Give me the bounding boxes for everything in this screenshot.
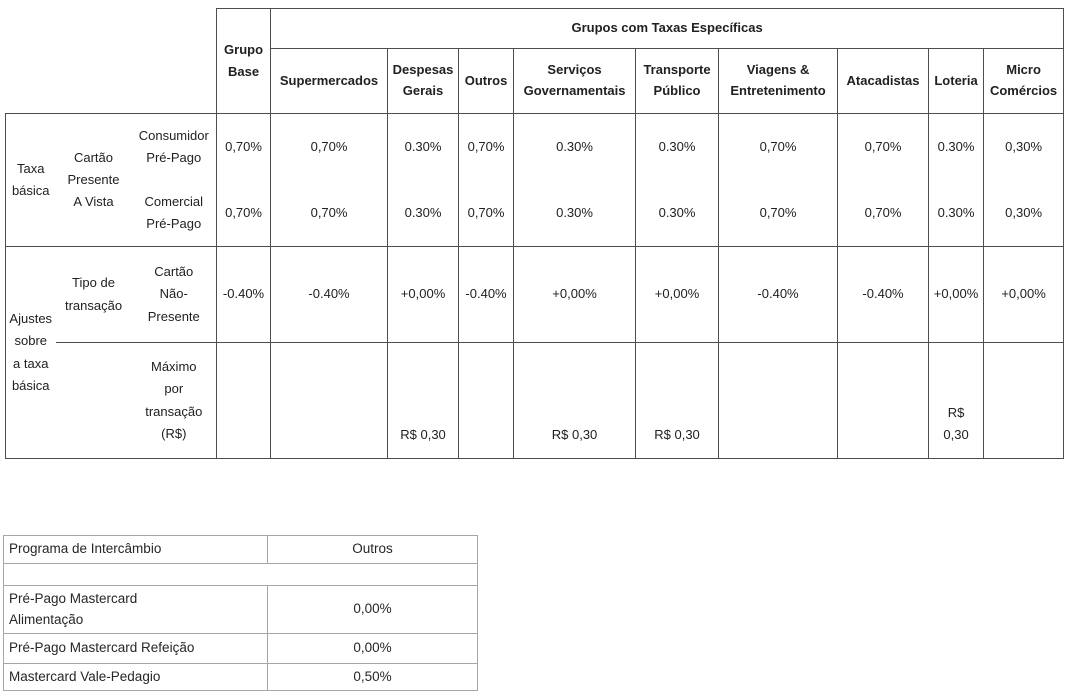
row-label-maximo-transacao: Máximo por transação (R$) (131, 342, 218, 459)
col-header-despesas-gerais: Despesas Gerais (387, 48, 460, 114)
cell-comercial-micro: 0,30% (983, 179, 1065, 247)
program-col-header: Programa de Intercâmbio (3, 535, 268, 564)
row-group-taxa-basica: Taxa básica (5, 113, 56, 247)
row-label-consumidor-pre-pago: Consumidor Pré-Pago (131, 113, 218, 180)
row-label-cartao-nao-presente: Cartão Não- Presente (131, 246, 218, 343)
cell-consumidor-grupo-base: 0,70% (216, 113, 272, 180)
cell-consumidor-micro: 0,30% (983, 113, 1065, 180)
row-label-comercial-pre-pago: Comercial Pré-Pago (131, 179, 218, 247)
cell-comercial-atacadistas: 0,70% (837, 179, 930, 247)
main-rate-table: Grupo Base Grupos com Taxas Específicas … (5, 8, 1065, 459)
cell-maximo-grupo-base (216, 342, 272, 459)
cell-comercial-transporte: 0.30% (635, 179, 720, 247)
cell-naopresente-transporte: +0,00% (635, 246, 720, 343)
cell-consumidor-loteria: 0.30% (928, 113, 985, 180)
row-group-ajustes: Ajustes sobre a taxa básica (5, 246, 56, 459)
col-header-outros: Outros (458, 48, 515, 114)
cell-consumidor-outros: 0,70% (458, 113, 515, 180)
cell-naopresente-micro: +0,00% (983, 246, 1065, 343)
cell-comercial-servicos-gov: 0.30% (513, 179, 637, 247)
cell-consumidor-despesas-gerais: 0.30% (387, 113, 460, 180)
cell-comercial-outros: 0,70% (458, 179, 515, 247)
cell-maximo-atacadistas (837, 342, 930, 459)
program-name-refeicao: Pré-Pago Mastercard Refeição (3, 633, 268, 664)
program-value-vale-pedagio: 0,50% (267, 663, 478, 691)
corner-spacer (6, 9, 217, 114)
cell-maximo-supermercados (270, 342, 389, 459)
cell-consumidor-transporte: 0.30% (635, 113, 720, 180)
cell-maximo-servicos-gov: R$ 0,30 (513, 342, 637, 459)
cell-comercial-grupo-base: 0,70% (216, 179, 272, 247)
cell-consumidor-servicos-gov: 0.30% (513, 113, 637, 180)
cell-maximo-outros (458, 342, 515, 459)
cell-naopresente-supermercados: -0.40% (270, 246, 389, 343)
cell-comercial-supermercados: 0,70% (270, 179, 389, 247)
cell-maximo-despesas-gerais: R$ 0,30 (387, 342, 460, 459)
cell-naopresente-grupo-base: -0.40% (216, 246, 272, 343)
cell-consumidor-supermercados: 0,70% (270, 113, 389, 180)
cell-naopresente-atacadistas: -0.40% (837, 246, 930, 343)
col-header-viagens-entretenimento: Viagens & Entretenimento (718, 48, 839, 114)
empty-spacer-row (3, 563, 478, 586)
col-header-loteria: Loteria (928, 48, 985, 114)
cell-naopresente-outros: -0.40% (458, 246, 515, 343)
cell-consumidor-atacadistas: 0,70% (837, 113, 930, 180)
cell-comercial-loteria: 0.30% (928, 179, 985, 247)
program-name-vale-pedagio: Mastercard Vale-Pedagio (3, 663, 268, 691)
row-group-tipo-transacao-spacer (55, 342, 132, 459)
col-header-transporte-publico: Transporte Público (635, 48, 720, 114)
grupos-especificas-header: Grupos com Taxas Específicas (270, 8, 1065, 49)
program-value-alimentacao: 0,00% (267, 585, 478, 634)
grupo-base-header: Grupo Base (216, 8, 272, 114)
cell-naopresente-despesas-gerais: +0,00% (387, 246, 460, 343)
row-group-tipo-transacao: Tipo de transação (55, 246, 132, 343)
cell-maximo-loteria: R$ 0,30 (928, 342, 985, 459)
col-header-supermercados: Supermercados (270, 48, 389, 114)
program-value-refeicao: 0,00% (267, 633, 478, 664)
intercambio-program-table: Programa de Intercâmbio Outros Pré-Pago … (3, 535, 478, 691)
cell-maximo-micro (983, 342, 1065, 459)
cell-consumidor-viagens: 0,70% (718, 113, 839, 180)
col-header-micro-comercios: Micro Comércios (983, 48, 1065, 114)
col-header-atacadistas: Atacadistas (837, 48, 930, 114)
program-name-alimentacao: Pré-Pago Mastercard Alimentação (3, 585, 268, 634)
cell-maximo-viagens (718, 342, 839, 459)
cell-maximo-transporte: R$ 0,30 (635, 342, 720, 459)
cell-comercial-despesas-gerais: 0.30% (387, 179, 460, 247)
col-header-servicos-governamentais: Serviços Governamentais (513, 48, 637, 114)
row-group-cartao-presente: Cartão Presente A Vista (55, 113, 132, 247)
cell-naopresente-viagens: -0.40% (718, 246, 839, 343)
outros-col-header: Outros (267, 535, 478, 564)
cell-comercial-viagens: 0,70% (718, 179, 839, 247)
cell-naopresente-loteria: +0,00% (928, 246, 985, 343)
cell-naopresente-servicos-gov: +0,00% (513, 246, 637, 343)
